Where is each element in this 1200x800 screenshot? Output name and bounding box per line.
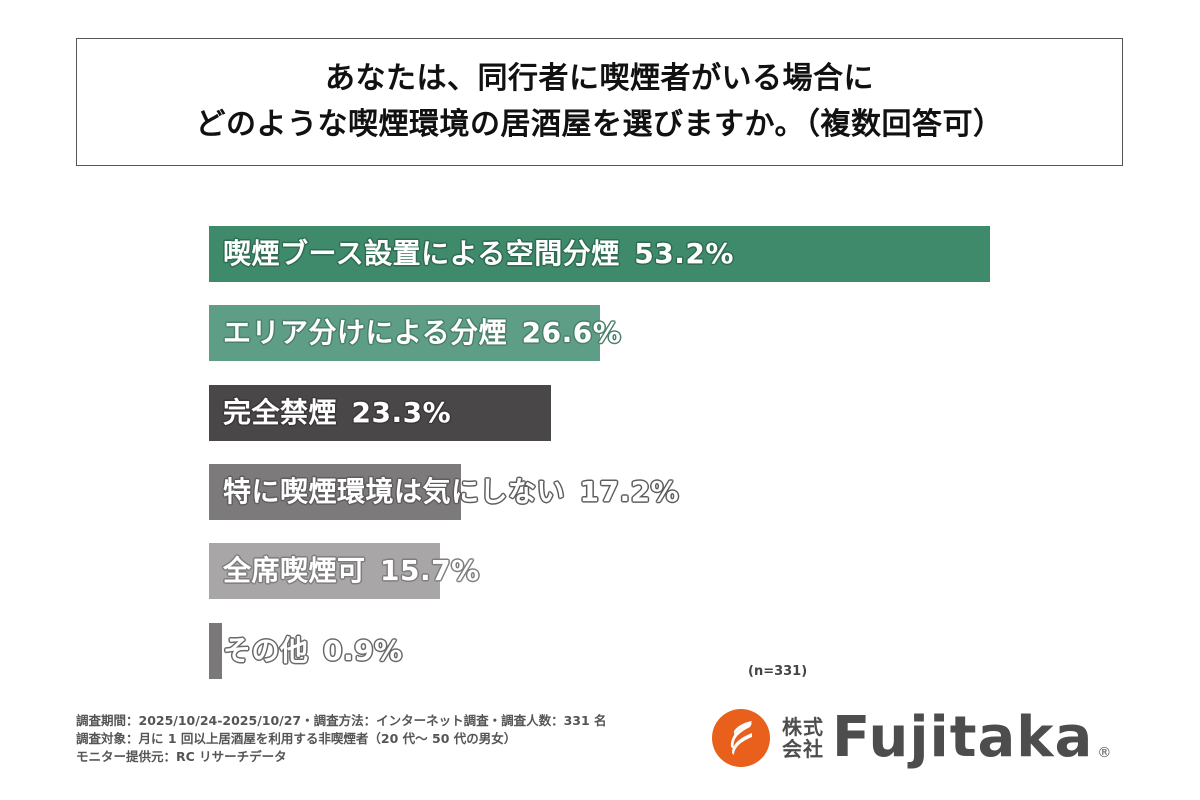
- logo-kaisha: 会社: [782, 737, 824, 761]
- footnote-provider: モニター提供元：RC リサーチデータ: [76, 749, 287, 764]
- registered-mark: ®: [1097, 745, 1112, 761]
- bar: [209, 305, 600, 361]
- question-title-line-2: どのような喫煙環境の居酒屋を選びますか。（複数回答可）: [195, 107, 1004, 142]
- bar-row: 全席喫煙可 15.7%: [209, 543, 1009, 599]
- bar-row: 喫煙ブース設置による空間分煙 53.2%: [209, 226, 1009, 282]
- bar-label: エリア分けによる分煙 26.6%: [223, 316, 622, 349]
- bar: [209, 385, 551, 441]
- sample-size-label: (n=331): [748, 664, 808, 679]
- bar: [209, 226, 990, 282]
- logo-kabushiki-kaisha: 株式 会社: [782, 716, 824, 760]
- bar-label: 特に喫煙環境は気にしない 17.2%: [223, 475, 680, 508]
- bar-label: その他 0.9%: [223, 634, 403, 667]
- bar-row: 特に喫煙環境は気にしない 17.2%: [209, 464, 1009, 520]
- bar-row: その他 0.9%: [209, 623, 1009, 679]
- bar: [209, 623, 222, 679]
- footnote-period: 調査期間：2025/10/24-2025/10/27・調査方法：インターネット調…: [76, 713, 607, 728]
- question-title-box: あなたは、同行者に喫煙者がいる場合に どのような喫煙環境の居酒屋を選びますか。（…: [76, 38, 1123, 166]
- question-title-line-1: あなたは、同行者に喫煙者がいる場合に: [325, 61, 874, 96]
- bar-row: エリア分けによる分煙 26.6%: [209, 305, 1009, 361]
- bar: [209, 464, 461, 520]
- fujitaka-logo-mark-icon: [712, 709, 770, 767]
- fujitaka-logo: 株式 会社 Fujitaka ®: [712, 708, 1111, 768]
- bar-label: 完全禁煙 23.3%: [223, 396, 452, 429]
- bar-row: 完全禁煙 23.3%: [209, 385, 1009, 441]
- logo-kabushiki: 株式: [782, 715, 824, 739]
- bar-label: 喫煙ブース設置による空間分煙 53.2%: [223, 237, 734, 270]
- logo-wordmark: Fujitaka: [832, 705, 1094, 770]
- bar: [209, 543, 440, 599]
- bar-label: 全席喫煙可 15.7%: [223, 554, 480, 587]
- footnote-target: 調査対象：月に 1 回以上居酒屋を利用する非喫煙者（20 代～ 50 代の男女）: [76, 731, 517, 746]
- survey-footnote: 調査期間：2025/10/24-2025/10/27・調査方法：インターネット調…: [76, 712, 607, 766]
